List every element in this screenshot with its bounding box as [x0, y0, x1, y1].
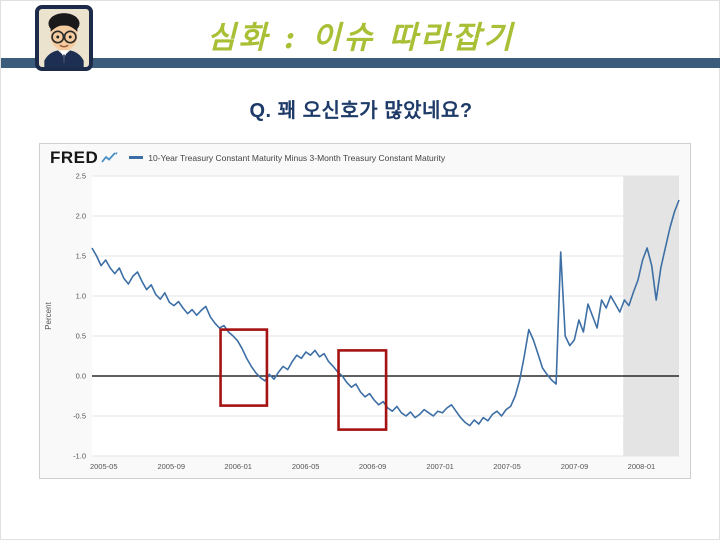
x-tick-label: 2005-09 — [157, 462, 185, 471]
fred-brand-text: FRED — [50, 147, 99, 167]
y-tick-label: 2.0 — [76, 212, 86, 221]
header-band — [1, 58, 720, 68]
highlight-box-2 — [337, 349, 388, 431]
y-tick-label: 0.5 — [76, 332, 86, 341]
x-tick-label: 2007-01 — [426, 462, 454, 471]
y-axis-label: Percent — [44, 301, 53, 329]
presenter-avatar-icon — [35, 5, 93, 71]
presenter-cartoon — [44, 13, 84, 67]
y-tick-label: 0.0 — [76, 372, 86, 381]
highlight-box-1 — [219, 328, 269, 407]
y-tick-label: -0.5 — [73, 412, 86, 421]
x-tick-label: 2006-05 — [292, 462, 320, 471]
x-tick-label: 2005-05 — [90, 462, 118, 471]
recession-shading — [623, 176, 679, 456]
y-tick-label: 2.5 — [76, 172, 86, 181]
treasury-spread-chart: 2.5 2.0 1.5 1.0 0.5 0.0 -0.5 -1.0 2005-05 2005-09… — [44, 172, 680, 471]
x-tick-label: 2007-05 — [493, 462, 521, 471]
y-tick-label: 1.0 — [76, 292, 86, 301]
question-text: Q. 꽤 오신호가 많았네요? — [249, 100, 473, 122]
x-tick-label: 2006-09 — [359, 462, 387, 471]
fred-chart-panel: FRED 10-Year Treasury Constant Maturity … — [39, 143, 691, 479]
slide-title: 심화 : 이슈 따라잡기 — [207, 20, 515, 56]
x-tick-label: 2007-09 — [561, 462, 589, 471]
y-tick-label: 1.5 — [76, 252, 86, 261]
fred-chart-squiggle-icon — [101, 152, 118, 163]
fred-logo: FRED — [50, 148, 119, 168]
x-tick-label: 2008-01 — [628, 462, 656, 471]
chart-legend: 10-Year Treasury Constant Maturity Minus… — [129, 153, 445, 163]
chart-header: FRED 10-Year Treasury Constant Maturity … — [40, 144, 690, 171]
legend-series-label: 10-Year Treasury Constant Maturity Minus… — [148, 152, 446, 163]
x-tick-label: 2006-01 — [224, 462, 252, 471]
legend-line-swatch — [129, 156, 144, 159]
y-tick-label: -1.0 — [73, 452, 86, 461]
